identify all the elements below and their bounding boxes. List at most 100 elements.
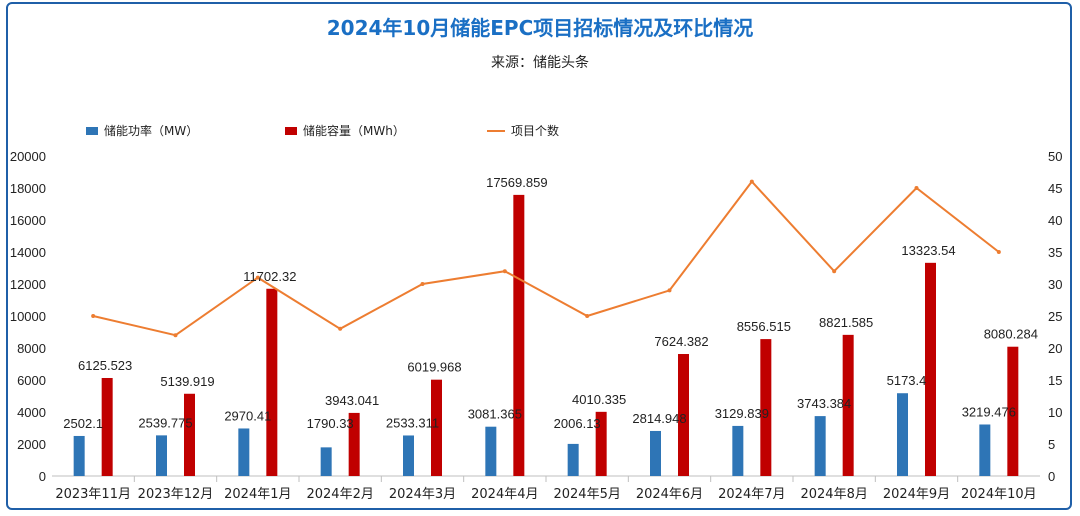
- y-right-tick-label: 20: [1048, 341, 1062, 356]
- y-left-tick-label: 2000: [17, 437, 46, 452]
- x-tick-label: 2024年8月: [800, 487, 867, 502]
- project-count-point: [502, 269, 507, 274]
- legend-label-capacity: 储能容量（MWh）: [303, 123, 405, 138]
- y-left-tick-label: 16000: [10, 213, 46, 228]
- bar-capacity: [513, 194, 525, 476]
- project-count-line: [92, 180, 1000, 337]
- bar-power: [567, 443, 579, 476]
- bar-power: [732, 425, 744, 476]
- power-data-label: 2502.1: [63, 416, 103, 431]
- bar-capacity: [678, 354, 689, 476]
- bar-capacity: [431, 379, 442, 476]
- capacity-data-label: 17569.859: [486, 175, 547, 190]
- bar-power: [814, 416, 826, 476]
- capacity-data-label: 13323.54: [901, 243, 955, 258]
- power-data-label: 2814.948: [632, 411, 686, 426]
- x-tick-label: 2024年7月: [718, 487, 785, 502]
- x-tick-label: 2024年2月: [306, 487, 373, 502]
- legend-swatch-capacity: [285, 127, 297, 135]
- y-right-tick-label: 40: [1048, 213, 1062, 228]
- capacity-data-label: 5139.919: [160, 374, 214, 389]
- x-tick-label: 2024年3月: [389, 487, 456, 502]
- bar-capacity: [1007, 346, 1019, 476]
- chart-title: 2024年10月储能EPC项目招标情况及环比情况: [326, 16, 754, 40]
- project-count-line-layer: [91, 179, 1001, 338]
- x-tick-label: 2024年1月: [224, 487, 291, 502]
- bar-power: [238, 428, 250, 476]
- power-data-label: 3129.839: [715, 406, 769, 421]
- bar-capacity: [184, 393, 195, 476]
- y-left-tick-label: 6000: [17, 373, 46, 388]
- power-data-label: 2970.41: [224, 408, 271, 423]
- legend-label-power: 储能功率（MW）: [104, 123, 198, 138]
- y-left-tick-label: 10000: [10, 309, 46, 324]
- power-data-label: 2533.311: [386, 415, 439, 430]
- bars: [73, 194, 1019, 476]
- y-right-tick-label: 25: [1048, 309, 1062, 324]
- project-count-point: [914, 186, 919, 190]
- data-labels: 2502.1 6125.523 2539.775 5139.919 2970.41 117…: [63, 175, 1038, 431]
- x-tick-label: 2023年11月: [55, 487, 131, 502]
- y-left-tick-label: 20000: [10, 149, 46, 164]
- capacity-data-label: 8821.585: [819, 315, 873, 330]
- capacity-data-label: 4010.335: [572, 392, 626, 407]
- y-left-tick-label: 12000: [10, 277, 46, 292]
- power-data-label: 3081.365: [468, 407, 522, 422]
- y-left-tick-label: 14000: [10, 245, 46, 260]
- y-right-tick-label: 50: [1048, 149, 1062, 164]
- y-right-tick-label: 30: [1048, 277, 1062, 292]
- bar-power: [320, 447, 332, 476]
- capacity-data-label: 8080.284: [984, 327, 1038, 342]
- power-data-label: 2006.13: [554, 416, 601, 431]
- legend-swatch-power: [86, 127, 98, 135]
- y-axis-right: 0 5 10 15 20 25 30 35 40 45 50: [1048, 149, 1062, 484]
- bar-power: [897, 393, 908, 476]
- capacity-data-label: 6019.968: [407, 360, 461, 375]
- y-left-tick-label: 8000: [17, 341, 46, 356]
- y-left-tick-label: 18000: [10, 181, 46, 196]
- project-count-point: [996, 250, 1001, 254]
- project-count-point: [91, 314, 96, 318]
- project-count-point: [667, 288, 672, 293]
- bar-capacity: [595, 411, 607, 476]
- power-data-label: 3743.384: [797, 396, 851, 411]
- bar-capacity: [842, 334, 854, 476]
- bar-power: [485, 426, 497, 476]
- x-tick-label: 2023年12月: [138, 487, 214, 502]
- bar-capacity: [760, 339, 772, 476]
- project-count-point: [173, 333, 178, 338]
- y-right-tick-label: 15: [1048, 373, 1062, 388]
- project-count-point: [255, 275, 260, 280]
- y-axis-left: 0 2000 4000 6000 8000 10000 12000 14000 16000 180…: [10, 149, 46, 484]
- project-count-point: [749, 179, 754, 184]
- y-left-tick-label: 0: [39, 469, 46, 484]
- bar-power: [979, 424, 991, 476]
- bar-power: [73, 435, 85, 476]
- power-data-label: 3219.476: [962, 404, 1016, 419]
- bar-capacity: [101, 377, 113, 476]
- x-axis: 2023年11月 2023年12月 2024年1月 2024年2月 2024年3月 202…: [55, 476, 1037, 502]
- project-count-point: [585, 314, 590, 318]
- x-tick-label: 2024年5月: [553, 487, 620, 502]
- bar-capacity: [925, 262, 936, 476]
- power-data-label: 5173.4: [887, 373, 927, 388]
- y-right-tick-label: 45: [1048, 181, 1062, 196]
- capacity-data-label: 7624.382: [654, 334, 708, 349]
- project-count-point: [420, 282, 425, 286]
- bar-capacity: [348, 412, 360, 476]
- capacity-data-label: 6125.523: [78, 358, 132, 373]
- x-tick-label: 2024年6月: [636, 487, 703, 502]
- bar-power: [403, 435, 414, 476]
- chart-frame: [6, 2, 1072, 510]
- project-count-point: [832, 269, 837, 274]
- legend: 储能功率（MW） 储能容量（MWh） 项目个数: [86, 123, 559, 138]
- y-left-tick-label: 4000: [17, 405, 46, 420]
- legend-label-projects: 项目个数: [511, 123, 559, 138]
- project-count-point: [338, 326, 343, 331]
- bar-capacity: [266, 288, 278, 476]
- capacity-data-label: 11702.32: [243, 269, 296, 284]
- y-right-tick-label: 10: [1048, 405, 1062, 420]
- y-right-tick-label: 35: [1048, 245, 1062, 260]
- power-data-label: 2539.775: [138, 415, 192, 430]
